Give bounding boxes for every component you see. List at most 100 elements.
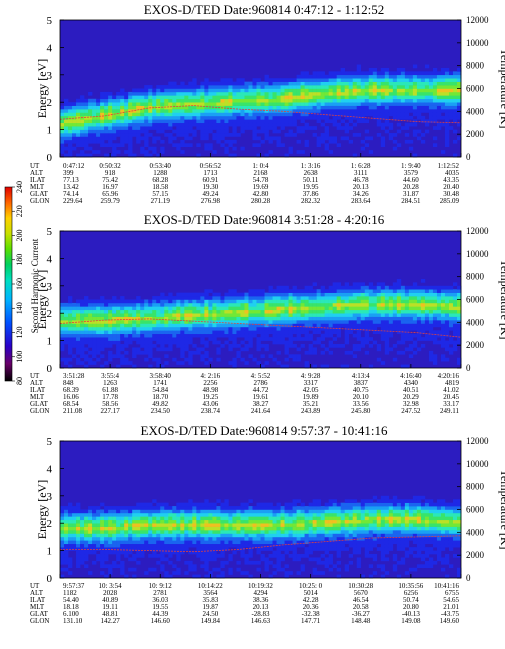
spectrogram-cell [140, 115, 145, 120]
spectrogram-cell [256, 340, 261, 345]
spectrogram-cell [332, 95, 337, 100]
spectrogram-cell [88, 540, 93, 545]
spectrogram-cell [120, 323, 125, 328]
spectrogram-cell [268, 309, 273, 314]
spectrogram-cell [228, 115, 233, 120]
spectrogram-cell [212, 95, 217, 100]
spectrogram-cell [280, 112, 285, 117]
spectrogram-cell [276, 119, 281, 124]
spectrogram-cell [396, 320, 402, 324]
spectrogram-cell [400, 340, 406, 345]
spectrogram-cell [120, 540, 125, 545]
spectrogram-cell [404, 81, 410, 86]
table-cell: 0:53:40 [150, 162, 172, 170]
spectrogram-cell [76, 330, 81, 335]
spectrogram-cell [264, 333, 269, 338]
spectrogram-cell [400, 85, 406, 89]
spectrogram-cell [308, 292, 313, 297]
spectrogram-cell [140, 302, 145, 307]
spectrogram-cell [200, 323, 205, 328]
spectrogram-cell [96, 554, 101, 558]
spectrogram-cell [260, 320, 265, 324]
spectrogram-cell [404, 78, 410, 82]
spectrogram-cell [128, 330, 133, 335]
spectrogram-cell [416, 85, 422, 89]
spectrogram-cell [100, 320, 105, 324]
spectrogram-cell [188, 330, 193, 335]
spectrogram-cell [116, 523, 121, 527]
spectrogram-cell [180, 550, 185, 555]
spectrogram-cell [80, 543, 85, 548]
spectrogram-cell [260, 129, 265, 134]
spectrogram-cell [188, 533, 193, 538]
spectrogram-cell [368, 95, 374, 100]
spectrogram-cell [404, 139, 410, 144]
y-tick-label: 2 [47, 308, 53, 320]
spectrogram-cell [112, 523, 117, 527]
spectrogram-cell [268, 112, 273, 117]
spectrogram-cell [344, 289, 350, 293]
spectrogram-cell [396, 105, 402, 110]
spectrogram-cell [260, 81, 265, 86]
spectrogram-cell [380, 88, 386, 93]
spectrogram-cell [284, 506, 289, 510]
spectrogram-cell [388, 95, 394, 100]
spectrogram-cell [384, 326, 390, 331]
spectrogram-cell [148, 98, 153, 103]
spectrogram-cell [264, 102, 269, 106]
colorbar-tick-label: 200 [15, 230, 24, 242]
table-cell: 19.30 [203, 183, 219, 191]
spectrogram-cell [428, 105, 434, 110]
spectrogram-cell [328, 85, 333, 89]
spectrogram-cell [224, 330, 229, 335]
spectrogram-cell [444, 302, 450, 307]
spectrogram-cell [168, 550, 173, 555]
spectrogram-cell [300, 91, 305, 96]
spectrogram-cell [88, 115, 93, 120]
spectrogram-cell [208, 533, 213, 538]
spectrogram-cell [200, 91, 205, 96]
spectrogram-cell [136, 136, 141, 141]
spectrogram-cell [240, 550, 245, 555]
spectrogram-cell [280, 543, 285, 548]
spectrogram-cell [304, 299, 309, 304]
spectrogram-cell [428, 350, 434, 355]
spectrogram-cell [104, 112, 109, 117]
spectrogram-cell [100, 550, 105, 555]
spectrogram-cell [60, 574, 65, 579]
spectrogram-cell [320, 139, 325, 144]
spectrogram-cell [448, 74, 454, 79]
spectrogram-cell [76, 502, 81, 507]
spectrogram-cell [100, 560, 105, 565]
spectrogram-cell [228, 571, 233, 575]
spectrogram-cell [364, 337, 370, 341]
spectrogram-cell [264, 344, 269, 348]
spectrogram-cell [272, 330, 277, 335]
spectrogram-cell [416, 81, 422, 86]
spectrogram-cell [412, 119, 418, 124]
spectrogram-cell [332, 282, 337, 287]
spectrogram-cell [396, 95, 402, 100]
spectrogram-cell [108, 506, 113, 510]
spectrogram-cell [392, 102, 398, 106]
spectrogram-cell [108, 550, 113, 555]
spectrogram-cell [80, 143, 85, 148]
spectrogram-cell [332, 74, 337, 79]
spectrogram-cell [84, 564, 89, 569]
spectrogram-cell [388, 102, 394, 106]
spectrogram-cell [140, 350, 145, 355]
spectrogram-cell [320, 105, 325, 110]
spectrogram-cell [388, 74, 394, 79]
spectrogram-cell [432, 320, 438, 324]
spectrogram-cell [236, 540, 241, 545]
spectrogram-cell [68, 547, 73, 551]
spectrogram-cell [184, 536, 189, 541]
spectrogram-cell [192, 330, 197, 335]
spectrogram-cell [252, 289, 257, 293]
spectrogram-cell [124, 105, 129, 110]
spectrogram-cell [420, 306, 426, 311]
spectrogram-cell [412, 78, 418, 82]
spectrogram-cell [360, 506, 366, 510]
spectrogram-cell [168, 98, 173, 103]
spectrogram-cell [356, 105, 362, 110]
